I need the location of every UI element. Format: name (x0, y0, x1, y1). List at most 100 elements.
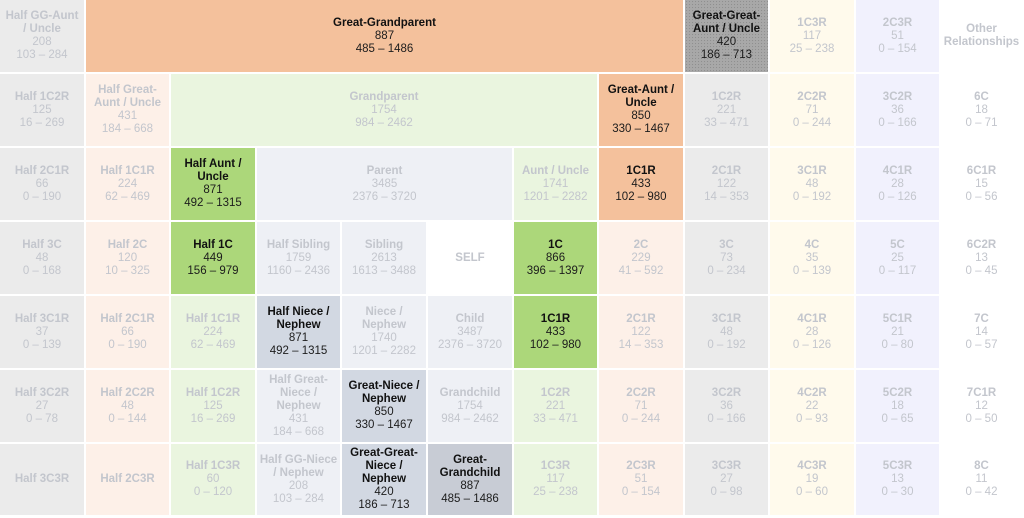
cell-average-cm: 48 (121, 399, 134, 412)
cell-average-cm: 3487 (457, 325, 483, 338)
cell-average-cm: 871 (288, 332, 309, 344)
cell-name: 1C (548, 238, 563, 251)
cell-cm-range: 0 – 56 (965, 190, 998, 203)
cell-average-cm: 449 (203, 251, 223, 264)
cell-cm-range: 0 – 30 (881, 486, 914, 498)
cell-3c2r-bottom: 3C2R 36 0 – 166 (685, 370, 768, 442)
cell-average-cm: 25 (891, 251, 904, 264)
cell-great-aunt-uncle: Great-Aunt / Uncle 850 330 – 1467 (599, 74, 683, 146)
cell-cm-range: 0 – 166 (878, 116, 917, 129)
cell-name: 2C2R (626, 386, 656, 399)
cell-half-3c1r: Half 3C1R 37 0 – 139 (0, 296, 84, 368)
cell-name: 6C1R (966, 164, 997, 177)
cell-average-cm: 125 (32, 103, 52, 116)
cell-name: Other Relationships (943, 23, 1020, 48)
cell-great-niece-nephew: Great-Niece / Nephew 850 330 – 1467 (342, 370, 426, 442)
cell-average-cm: 22 (805, 399, 819, 412)
cell-1c2r-top: 1C2R 221 33 – 471 (685, 74, 768, 146)
cell-name: Half 3C2R (14, 386, 70, 399)
cell-cm-range: 330 – 1467 (612, 123, 670, 135)
cell-average-cm: 1754 (371, 103, 397, 116)
cell-average-cm: 19 (805, 473, 819, 485)
cell-average-cm: 51 (891, 29, 904, 42)
cell-name: Half Sibling (266, 238, 331, 251)
cell-name: 5C (890, 238, 905, 251)
cell-average-cm: 71 (805, 103, 819, 116)
cell-name: Half Aunt / Uncle (184, 158, 242, 183)
cell-half-1c3r: Half 1C3R 60 0 – 120 (171, 444, 255, 515)
cell-cm-range: 33 – 471 (704, 116, 749, 129)
cell-name: Great-Grandchild (439, 453, 501, 479)
cell-cm-range: 156 – 979 (187, 264, 239, 277)
cell-average-cm: 60 (206, 473, 220, 485)
cell-cm-range: 102 – 980 (529, 338, 582, 351)
cell-name: Half GG-Niece / Nephew (259, 453, 338, 479)
cell-cm-range: 102 – 980 (615, 190, 667, 203)
cell-4c: 4C 35 0 – 139 (770, 222, 854, 294)
cell-name: 6C (974, 90, 989, 103)
cell-great-grandparent: Great-Grandparent 887 485 – 1486 (86, 0, 683, 72)
cell-name: 3C1R (797, 164, 827, 177)
cell-cm-range: 103 – 284 (16, 49, 68, 61)
cell-great-great-aunt-uncle: Great-Great-Aunt / Uncle 420 186 – 713 (685, 0, 768, 72)
cell-grandchild: Grandchild 1754 984 – 2462 (428, 370, 512, 442)
cell-half-great-niece-nephew: Half Great-Niece / Nephew 431 184 – 668 (257, 370, 340, 442)
cell-great-grandchild: Great-Grandchild 887 485 – 1486 (428, 444, 512, 515)
cell-half-3c3r: Half 3C3R (0, 444, 84, 515)
cell-average-cm: 51 (634, 473, 648, 485)
cell-name: Half 2C2R (100, 386, 155, 399)
cell-cm-range: 0 – 117 (878, 264, 917, 277)
cell-average-cm: 887 (460, 479, 480, 492)
cell-5c3r: 5C3R 13 0 – 30 (856, 444, 939, 515)
cell-cm-range: 25 – 238 (533, 486, 578, 498)
cell-name: 3C3R (711, 460, 742, 472)
cell-aunt-uncle: Aunt / Uncle 1741 1201 – 2282 (514, 148, 597, 220)
cell-cm-range: 0 – 190 (108, 338, 147, 351)
cell-parent: Parent 3485 2376 – 3720 (257, 148, 512, 220)
cell-average-cm: 1754 (457, 399, 483, 412)
cell-cm-range: 0 – 144 (108, 412, 147, 425)
cell-name: 1C1R (540, 312, 571, 325)
cell-cm-range: 0 – 244 (792, 116, 832, 129)
cell-cm-range: 62 – 469 (105, 190, 150, 203)
cell-name: Half 3C1R (14, 312, 70, 325)
cell-cm-range: 485 – 1486 (355, 42, 414, 55)
cell-cm-range: 1201 – 2282 (523, 190, 588, 203)
cell-6c: 6C 18 0 – 71 (941, 74, 1022, 146)
cell-7c1r: 7C1R 12 0 – 50 (941, 370, 1022, 442)
cell-average-cm: 14 (975, 325, 988, 338)
cell-average-cm: 420 (374, 486, 394, 498)
cell-5c: 5C 25 0 – 117 (856, 222, 939, 294)
cell-name: Great-Aunt / Uncle (607, 84, 675, 109)
cell-cm-range: 0 – 126 (792, 338, 832, 351)
cell-name: Half Great-Niece / Nephew (269, 373, 328, 412)
cell-cm-range: 62 – 469 (190, 338, 236, 351)
cell-name: 3C1R (711, 312, 742, 325)
cell-cm-range: 492 – 1315 (184, 197, 242, 209)
cell-name: 3C (719, 238, 734, 251)
cell-name: 4C2R (797, 386, 827, 399)
cell-half-1c2r-top: Half 1C2R 125 16 – 269 (0, 74, 84, 146)
cell-name: Half 1C2R (185, 386, 241, 399)
cell-cm-range: 184 – 668 (272, 425, 325, 438)
cell-2c3r-bottom: 2C3R 51 0 – 154 (599, 444, 683, 515)
cell-average-cm: 208 (288, 479, 309, 492)
cell-name: 6C2R (966, 238, 997, 251)
cell-average-cm: 1740 (371, 332, 397, 344)
cell-average-cm: 117 (802, 29, 822, 42)
cell-cm-range: 41 – 592 (618, 264, 664, 277)
cell-average-cm: 48 (805, 177, 819, 190)
cell-cm-range: 186 – 713 (700, 49, 753, 61)
cell-2c1r-bottom: 2C1R 122 14 – 353 (599, 296, 683, 368)
cell-average-cm: 1759 (285, 251, 312, 264)
cell-cm-range: 0 – 93 (796, 412, 828, 425)
cell-5c2r: 5C2R 18 0 – 65 (856, 370, 939, 442)
cell-cm-range: 0 – 45 (965, 264, 998, 277)
cell-cm-range: 0 – 192 (707, 338, 746, 351)
cell-name: 2C (633, 238, 649, 251)
cell-name: SELF (455, 251, 485, 264)
cell-half-1c: Half 1C 449 156 – 979 (171, 222, 255, 294)
cell-half-sibling: Half Sibling 1759 1160 – 2436 (257, 222, 340, 294)
cell-cm-range: 396 – 1397 (526, 264, 585, 277)
